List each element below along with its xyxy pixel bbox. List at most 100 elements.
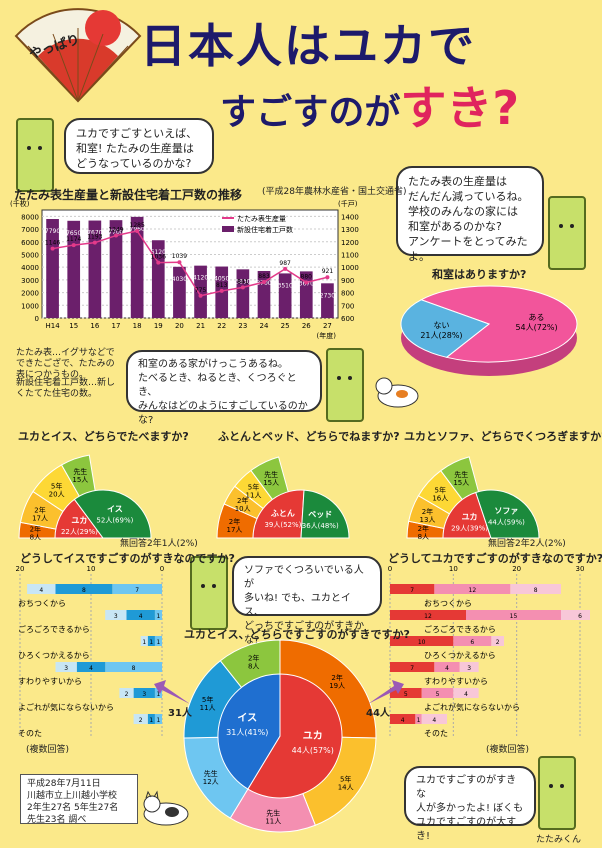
- sofa-bubble: ソファでくつろいでいる人が 多いね! でも、ユカとイス、 どっちですごすのがすき…: [232, 556, 382, 646]
- half-pie-inner-slice: [442, 491, 492, 539]
- hbar-segment-label: 10: [418, 639, 426, 646]
- hbar-segment: [105, 662, 162, 672]
- half-pie-outer-value: 13人: [420, 516, 436, 524]
- hbar-segment: [466, 610, 561, 620]
- chart1-bar-label: 4050: [214, 276, 229, 283]
- hbar-segment: [390, 636, 454, 646]
- half-pie-outer-label: 5年: [51, 481, 62, 490]
- half-pie-outer-label: 2年: [422, 507, 433, 516]
- chart1-left-tick: 7000: [21, 226, 39, 234]
- chart1-x-tick: 27: [323, 322, 332, 330]
- hbar-segment: [119, 688, 134, 698]
- chart1-legend-bar-label: 新設住宅着工戸数: [237, 225, 293, 234]
- intro-line: どうなっているのかな?: [76, 157, 192, 170]
- chart8-outer-value: 19人: [329, 682, 345, 690]
- chart1-line-label: 775: [195, 287, 207, 294]
- middle-line: 和室のある家がけっこうあるね。: [138, 359, 288, 370]
- chart1-x-tick: 23: [238, 322, 247, 330]
- chart1-line-point: [156, 260, 161, 265]
- hbar-category-label: すわりやすいから: [18, 677, 82, 686]
- chart1-plot-bg: [41, 209, 339, 319]
- chart1-bar: [46, 219, 59, 318]
- chart1-line-label: 880: [301, 273, 313, 280]
- hbar-segment: [390, 610, 466, 620]
- chart2-slice-value: 54人(72%): [515, 323, 557, 332]
- hbar-segment-label: 3: [114, 613, 118, 620]
- hbar-segment: [415, 714, 422, 724]
- hbar-axis-tick: 10: [87, 565, 96, 573]
- hbar-segment: [112, 584, 162, 594]
- chart8-outer-label: 2年: [248, 653, 259, 662]
- hbar-axis-tick: 0: [160, 565, 164, 573]
- chart8-outer-value: 11人: [265, 818, 281, 826]
- chart1-bar: [151, 240, 165, 318]
- hbar-segment: [421, 688, 454, 698]
- hbar-segment-label: 4: [445, 665, 449, 672]
- cat-icon-2: [375, 377, 419, 408]
- chart1-bar-label: 4120: [193, 275, 208, 282]
- chart1-left-unit: (千枚): [10, 199, 30, 208]
- chart1-left-tick: 4000: [21, 264, 39, 272]
- chart4-svg: 2年17人2年10人5年11人先生15人ふとん39人(52%)ベッド36人(48…: [216, 456, 350, 539]
- chart1-left-tick: 8000: [21, 213, 39, 221]
- bottom-line: ユカですごすのがすきな: [416, 775, 517, 800]
- chart1-line-label: 1249: [108, 227, 123, 234]
- chart1-line-point: [325, 275, 330, 280]
- chart1-left-tick: 0: [35, 315, 39, 323]
- hbar-segment-label: 15: [510, 613, 518, 620]
- half-pie-outer-label: 2年: [237, 496, 248, 505]
- half-pie-inner-slice: [73, 489, 152, 539]
- chart1-line-label: 1285: [130, 222, 145, 229]
- hbar-segment: [434, 662, 460, 672]
- bottom-line: ユカですごすのが大すき!: [416, 817, 517, 842]
- tatami-mascot-5: [538, 756, 576, 830]
- chart1-bar-label: 3830: [235, 278, 250, 285]
- chart1-line-point: [219, 288, 224, 293]
- chart2-slice-label: ない: [433, 321, 449, 330]
- hbar-segment: [390, 714, 416, 724]
- hbar-segment: [453, 636, 492, 646]
- half-pie-outer-value: 15人: [453, 479, 469, 487]
- chart1-bar: [109, 220, 123, 318]
- middle-line: たべるとき、ねるとき、くつろぐとき、: [138, 373, 297, 398]
- hbar-segment-label: 7: [410, 587, 414, 594]
- hbar-segment-label: 1: [417, 717, 421, 724]
- hbar-segment: [390, 584, 435, 594]
- chart8-inner-value: 44人(57%): [292, 746, 334, 755]
- hbar-segment: [133, 688, 155, 698]
- bottom-bubble: ユカですごすのがすきな 人が多かったよ! ぼくも ユカですごすのが大すき!: [404, 766, 536, 842]
- bottom-line: 人が多かったよ! ぼくも: [416, 803, 524, 814]
- hbar-segment-label: 3: [467, 665, 471, 672]
- hbar-segment-label: 1: [157, 613, 161, 620]
- subtitle-prefix: すごすのが: [220, 92, 401, 133]
- chart1-right-tick: 1100: [341, 251, 359, 259]
- tatami-mascot-1: [16, 118, 54, 192]
- chart2-slice: [419, 285, 578, 363]
- credit-line: 先生23名 調べ: [27, 815, 87, 825]
- hbar-segment-label: 12: [469, 587, 477, 594]
- chart1-right-tick: 900: [341, 277, 354, 285]
- chart1-x-tick: 22: [217, 322, 226, 330]
- chart1-legend-bar: [222, 226, 234, 232]
- half-pie-inner-label: ユカ: [462, 513, 478, 522]
- chart1-bar-label: 7670: [87, 230, 102, 237]
- chart1-line-label: 813: [216, 282, 228, 289]
- chart1-legend-line-label: たたみ表生産量: [237, 214, 286, 223]
- hbar-segment-label: 4: [401, 717, 405, 724]
- sofa-line: 多いね! でも、ユカとイス、: [244, 593, 351, 618]
- hbar-segment-label: 2: [496, 639, 500, 646]
- chart1-bar: [299, 271, 313, 318]
- chart1-right-tick: 1200: [341, 239, 359, 247]
- half-pie-outer-label: 2年: [34, 505, 45, 514]
- half-pie-inner-value: 36人(48%): [302, 522, 339, 530]
- chart1-bar-label: 2730: [320, 292, 335, 299]
- chart1-right-tick: 1000: [341, 264, 359, 272]
- credit-line: 2年生27名 5年生27名: [27, 803, 119, 813]
- hbar-segment-label: 4: [432, 717, 436, 724]
- intro-line: 和室! たたみの生産量は: [76, 142, 194, 155]
- hbar-axis-tick: 20: [512, 565, 521, 573]
- chart1-line-point: [92, 240, 97, 245]
- half-pie-outer-value: 11人: [246, 491, 262, 499]
